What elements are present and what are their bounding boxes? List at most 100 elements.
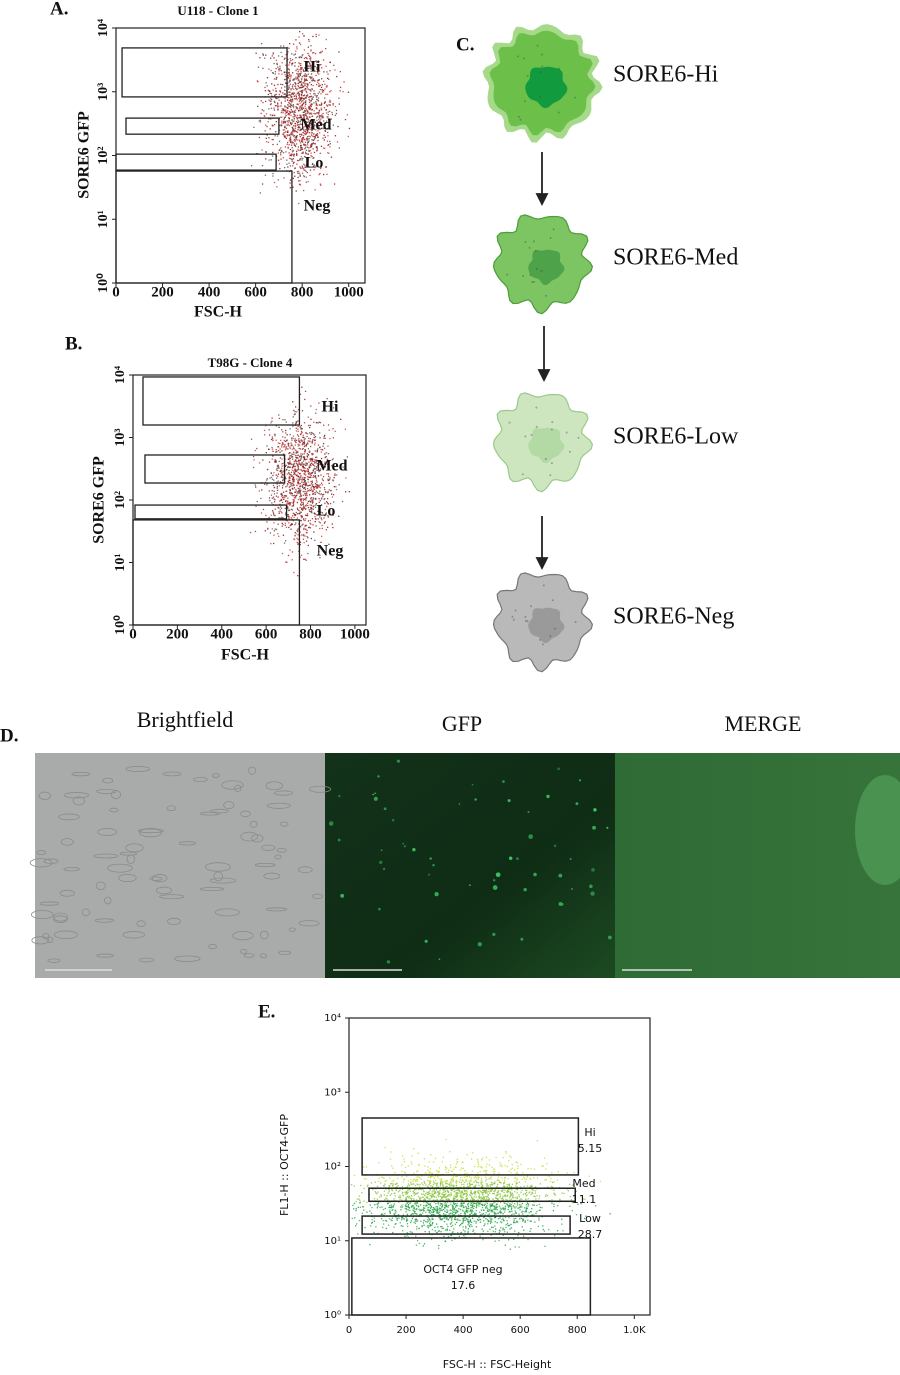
event-dot xyxy=(286,159,288,161)
event-dot xyxy=(285,500,287,502)
event-dot xyxy=(324,502,326,505)
event-dot xyxy=(315,129,317,131)
event-dot xyxy=(301,172,304,174)
event-dot xyxy=(313,143,316,145)
event-dot xyxy=(417,1195,420,1198)
event-dot xyxy=(289,94,291,96)
event-dot xyxy=(307,468,309,470)
event-dot xyxy=(307,52,309,55)
event-dot xyxy=(297,409,300,411)
event-dot xyxy=(435,1186,437,1188)
event-dot xyxy=(310,146,313,148)
event-dot xyxy=(293,500,295,502)
event-dot xyxy=(399,1222,401,1224)
event-dot xyxy=(307,67,309,70)
event-dot xyxy=(438,1190,441,1192)
event-dot xyxy=(481,1159,483,1161)
cell-granule xyxy=(549,474,552,477)
event-dot xyxy=(522,1220,524,1222)
event-dot xyxy=(429,1189,432,1191)
event-dot xyxy=(473,1220,475,1222)
gfp-image xyxy=(325,753,615,978)
event-dot xyxy=(315,35,317,38)
event-dot xyxy=(302,508,304,510)
event-dot xyxy=(509,1203,511,1205)
event-dot xyxy=(284,522,286,524)
event-dot xyxy=(454,1206,457,1208)
event-dot xyxy=(296,154,298,156)
event-dot xyxy=(480,1166,483,1168)
event-dot xyxy=(303,35,305,37)
event-dot xyxy=(394,1172,396,1174)
event-dot xyxy=(285,127,288,129)
event-dot xyxy=(541,1165,543,1167)
event-dot xyxy=(450,1183,452,1185)
event-dot xyxy=(483,1189,485,1191)
event-dot xyxy=(435,1189,437,1191)
event-dot xyxy=(515,1211,517,1213)
event-dot xyxy=(306,502,309,504)
event-dot xyxy=(305,109,308,111)
cell-granule xyxy=(526,74,529,77)
cell-granule xyxy=(545,294,548,297)
event-dot xyxy=(359,1199,361,1201)
event-dot xyxy=(305,497,307,499)
event-dot xyxy=(302,498,304,500)
event-dot xyxy=(293,504,295,506)
event-dot xyxy=(534,1192,536,1194)
event-dot xyxy=(431,1228,434,1231)
event-dot xyxy=(304,79,306,82)
event-dot xyxy=(307,46,309,48)
event-dot xyxy=(474,1191,476,1193)
event-dot xyxy=(460,1196,462,1198)
event-dot xyxy=(331,493,333,495)
event-dot xyxy=(290,74,292,77)
event-dot xyxy=(450,1188,452,1191)
event-dot xyxy=(511,1164,513,1166)
event-dot xyxy=(521,1218,524,1221)
event-dot xyxy=(311,512,313,514)
event-dot xyxy=(294,468,296,470)
event-dot xyxy=(328,78,330,80)
event-dot xyxy=(373,1231,375,1234)
event-dot xyxy=(456,1205,459,1207)
event-dot xyxy=(322,495,324,497)
cell-granule xyxy=(553,627,556,630)
event-dot xyxy=(424,1230,426,1233)
event-dot xyxy=(415,1205,418,1207)
event-dot xyxy=(459,1225,461,1227)
event-dot xyxy=(511,1189,513,1191)
event-dot xyxy=(306,514,309,517)
event-dot xyxy=(287,141,289,144)
event-dot xyxy=(300,93,303,96)
event-dot xyxy=(535,1186,537,1188)
event-dot xyxy=(520,1217,522,1219)
event-dot xyxy=(262,53,264,55)
event-dot xyxy=(492,1198,494,1201)
event-dot xyxy=(306,132,308,134)
event-dot xyxy=(515,1177,517,1179)
event-dot xyxy=(301,165,303,167)
event-dot xyxy=(311,452,313,455)
event-dot xyxy=(402,1195,405,1197)
event-dot xyxy=(264,90,267,92)
event-dot xyxy=(406,1175,408,1177)
event-dot xyxy=(490,1218,492,1220)
event-dot xyxy=(446,1183,448,1185)
event-dot xyxy=(298,492,300,494)
event-dot xyxy=(452,1198,455,1200)
cell-granule xyxy=(557,111,560,114)
event-dot xyxy=(406,1191,408,1193)
event-dot xyxy=(288,120,291,122)
event-dot xyxy=(324,521,326,523)
event-dot xyxy=(381,1176,383,1178)
event-dot xyxy=(310,59,312,61)
event-dot xyxy=(429,1193,431,1195)
event-dot xyxy=(482,1239,484,1241)
event-dot xyxy=(284,57,286,59)
event-dot xyxy=(313,125,315,128)
event-dot xyxy=(283,542,286,544)
event-dot xyxy=(311,440,314,442)
event-dot xyxy=(460,1186,462,1189)
event-dot xyxy=(303,473,305,475)
